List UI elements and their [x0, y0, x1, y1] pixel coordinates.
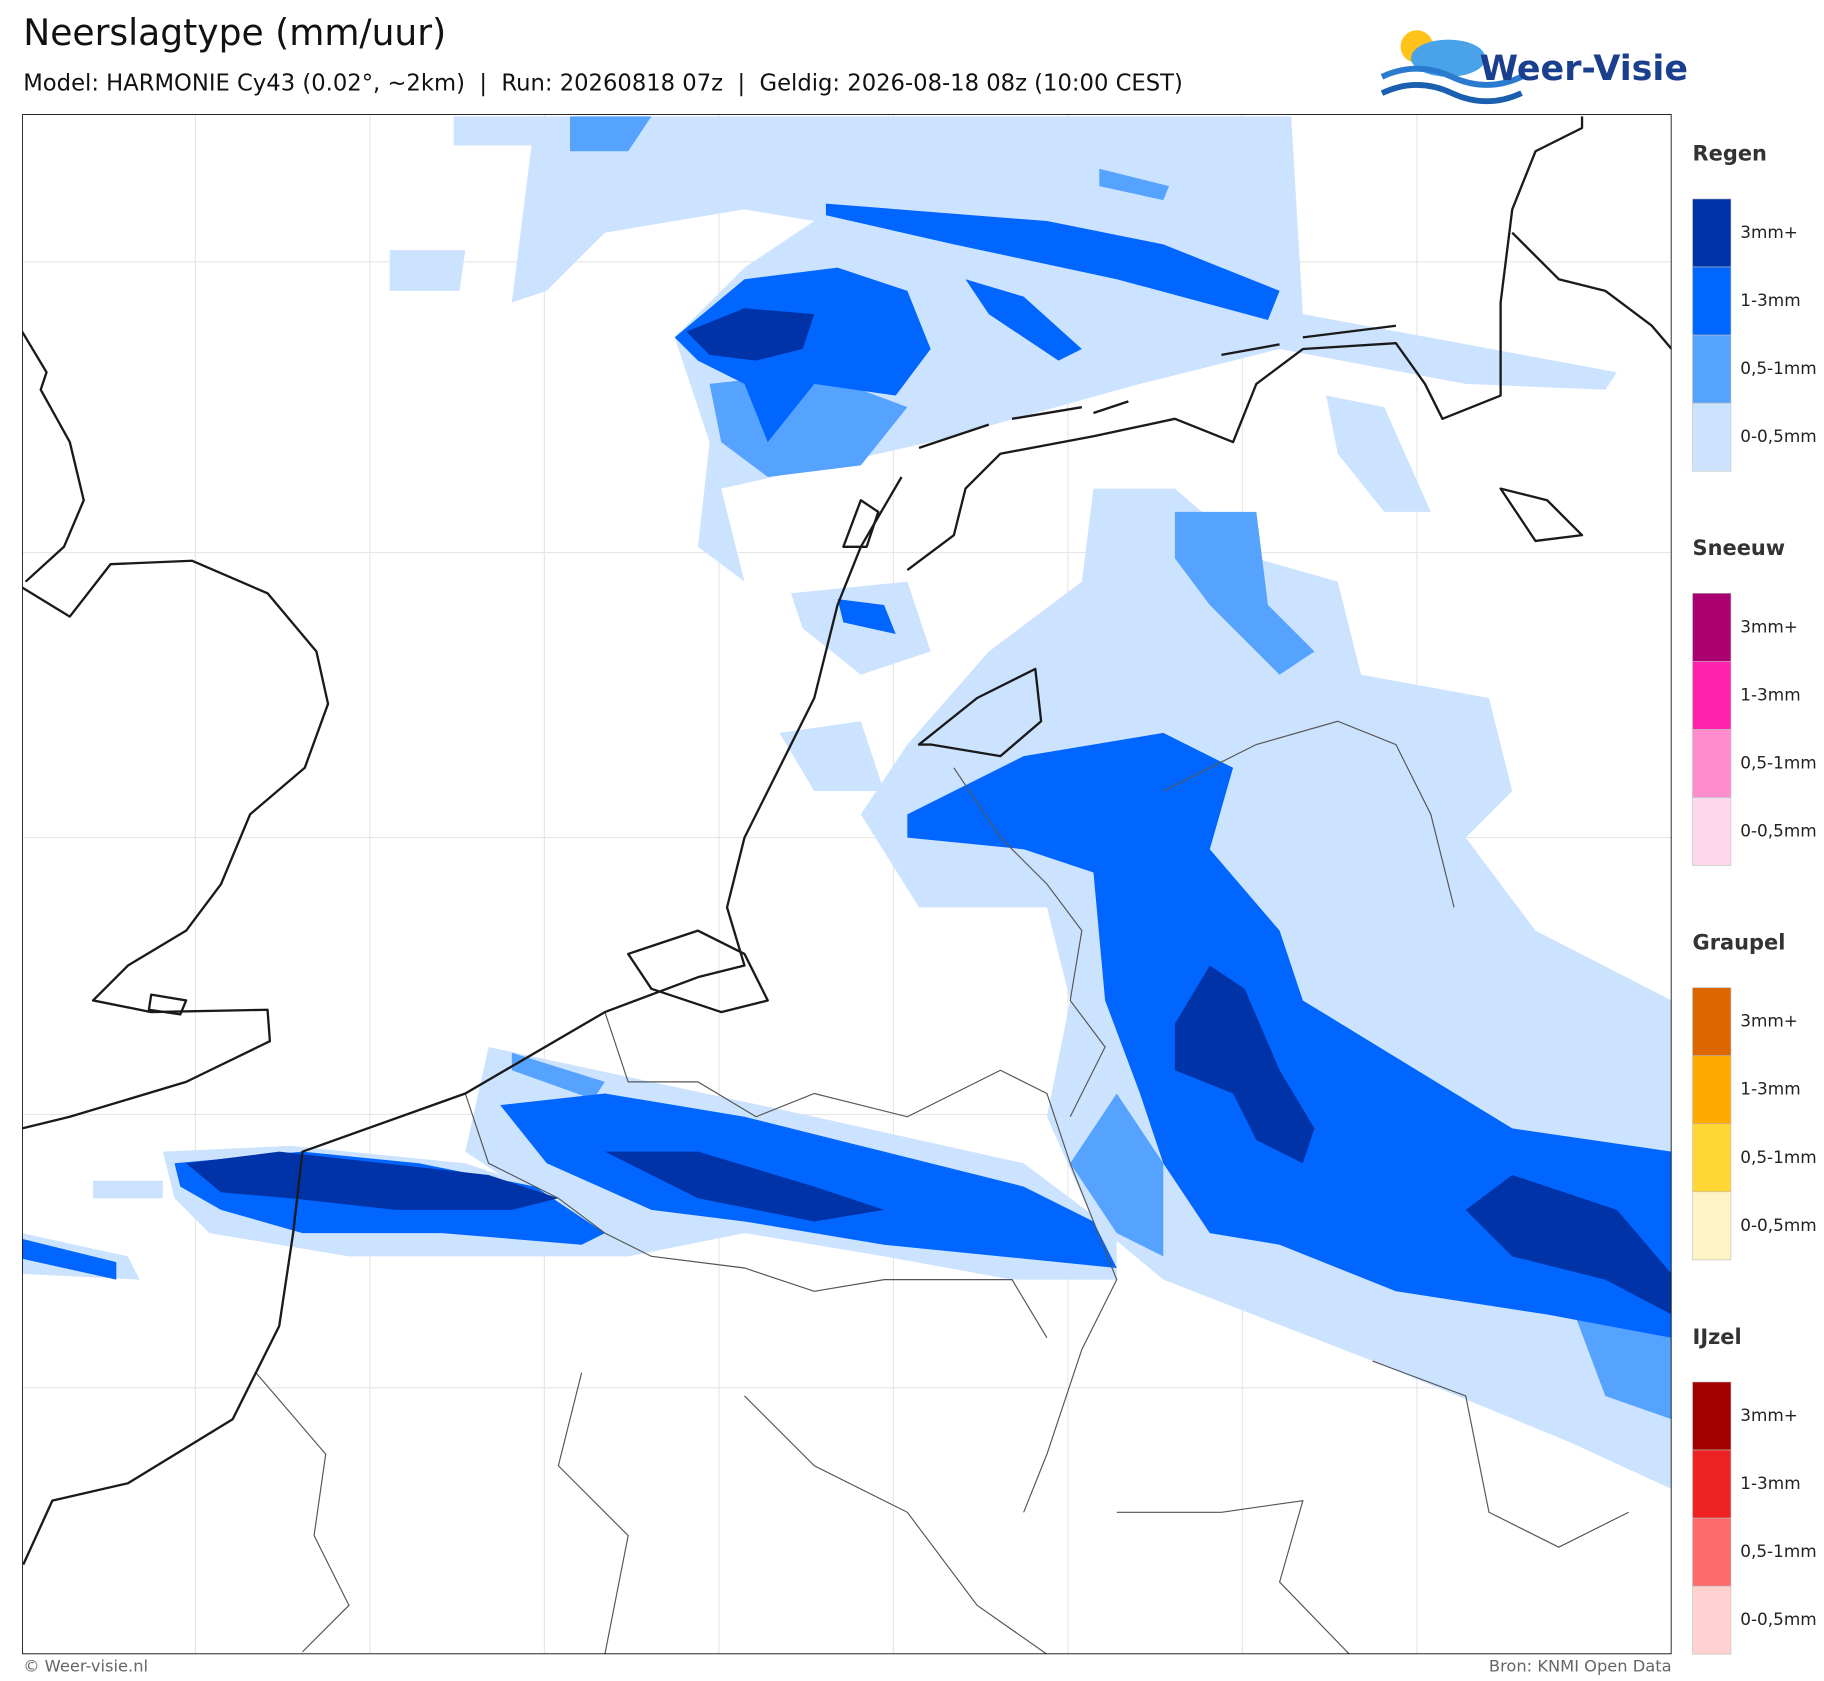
legend-label: 1-3mm — [1740, 290, 1800, 310]
legend-swatch — [1692, 661, 1732, 730]
legend-label: 0,5-1mm — [1740, 358, 1816, 378]
legend-swatch — [1692, 402, 1732, 472]
legend-label: 1-3mm — [1740, 1473, 1800, 1493]
legend-swatch — [1692, 1517, 1732, 1587]
legend-label: 0-0,5mm — [1740, 1609, 1816, 1629]
legend-swatch — [1692, 987, 1732, 1056]
footer-right: Bron: KNMI Open Data — [1489, 1657, 1672, 1676]
legend-swatch — [1692, 729, 1732, 798]
legend-swatch — [1692, 593, 1732, 662]
legend-label: 3mm+ — [1740, 222, 1798, 242]
legend-label: 3mm+ — [1740, 1405, 1798, 1425]
coastlines — [22, 116, 1672, 1566]
legend-swatch — [1692, 1449, 1732, 1519]
legend-swatch — [1692, 1381, 1732, 1451]
legend-label: 0-0,5mm — [1740, 426, 1816, 446]
logo-text: Weer-Visie — [1480, 49, 1688, 89]
legend-title: IJzel — [1693, 1325, 1742, 1349]
logo: Weer-Visie — [1380, 30, 1688, 105]
legend-label: 0,5-1mm — [1740, 1541, 1816, 1561]
legend-label: 1-3mm — [1740, 1079, 1800, 1099]
footer-left: © Weer-visie.nl — [23, 1657, 148, 1676]
legend-label: 3mm+ — [1740, 1011, 1798, 1031]
legend-label: 0,5-1mm — [1740, 752, 1816, 772]
legend-swatch — [1692, 1585, 1732, 1655]
legend-swatch — [1692, 797, 1732, 866]
precip-very-heavy — [186, 308, 1672, 1315]
legend-label: 0-0,5mm — [1740, 820, 1816, 840]
legend-swatch — [1692, 1055, 1732, 1125]
legend-label: 1-3mm — [1740, 684, 1800, 704]
title: Neerslagtype (mm/uur) — [23, 12, 446, 54]
legend-swatch — [1692, 1191, 1732, 1261]
precip-heavy — [22, 203, 1672, 1338]
legend-label: 3mm+ — [1740, 616, 1798, 636]
legend-label: 0-0,5mm — [1740, 1215, 1816, 1235]
legend-swatch — [1692, 266, 1732, 336]
legend-title: Sneeuw — [1693, 536, 1786, 560]
legend-swatch — [1692, 334, 1732, 404]
legend-title: Regen — [1693, 142, 1767, 166]
legend-swatch — [1692, 1123, 1732, 1193]
legend-swatch — [1692, 198, 1732, 268]
subtitle: Model: HARMONIE Cy43 (0.02°, ~2km) | Run… — [23, 70, 1183, 96]
legend-title: Graupel — [1693, 930, 1786, 954]
legend: Regen 3mm+ 1-3mm 0,5-1mm 0-0,5mm Sneeuw 3mm+ 1-… — [1692, 142, 1817, 1655]
borders — [255, 720, 1629, 1655]
map — [22, 114, 1672, 1655]
legend-label: 0,5-1mm — [1740, 1147, 1816, 1167]
